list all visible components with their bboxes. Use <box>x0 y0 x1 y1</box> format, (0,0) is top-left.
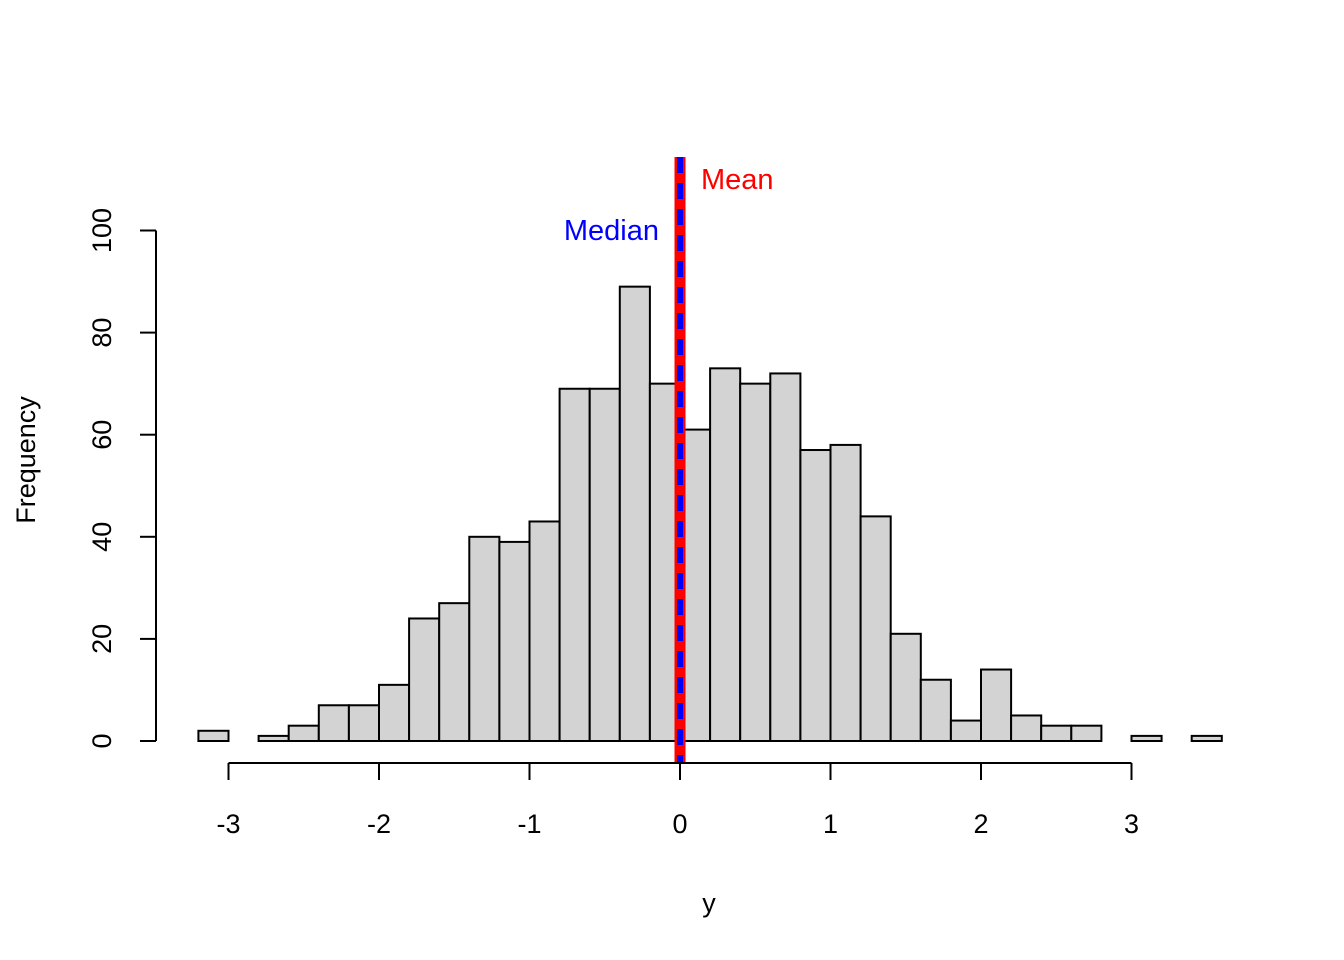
histogram-bar <box>498 540 531 743</box>
histogram-bar <box>197 729 230 742</box>
histogram-bar <box>528 520 561 742</box>
histogram-bar <box>859 515 892 742</box>
histogram-bar <box>949 719 983 743</box>
x-tick-label: 2 <box>973 809 988 839</box>
histogram-bar <box>588 387 621 742</box>
histogram-bar <box>468 535 501 742</box>
y-tick-label: 0 <box>87 733 117 748</box>
histogram-bar <box>618 285 651 742</box>
histogram-bar <box>558 387 591 742</box>
histogram-bar <box>919 678 952 742</box>
x-tick-label: 1 <box>823 809 838 839</box>
histogram-bar <box>317 704 350 743</box>
histogram-bar <box>378 683 411 742</box>
y-tick-label: 40 <box>87 522 117 552</box>
histogram-bar <box>438 602 471 742</box>
histogram-bar <box>1190 734 1223 743</box>
histogram-bar <box>1040 724 1073 742</box>
x-axis-title: y <box>702 888 716 918</box>
y-tick-label: 60 <box>87 420 117 450</box>
histogram-bar <box>889 632 922 742</box>
y-tick-label: 100 <box>87 208 117 253</box>
histogram-bar <box>347 704 380 743</box>
median-label: Median <box>564 215 659 247</box>
x-tick-label: -2 <box>367 809 391 839</box>
histogram-bar <box>980 668 1013 743</box>
x-tick-label: 0 <box>672 809 687 839</box>
x-tick-label: -3 <box>216 809 240 839</box>
histogram-bars <box>197 285 1223 743</box>
histogram-bar <box>1130 734 1163 743</box>
histogram-bar <box>829 443 862 742</box>
histogram-bar <box>739 382 772 742</box>
histogram-bar <box>1070 724 1103 742</box>
histogram-bar <box>1010 714 1043 742</box>
x-tick-label: 3 <box>1124 809 1139 839</box>
x-tick-label: -1 <box>517 809 541 839</box>
histogram-bar <box>287 724 320 742</box>
y-axis-title: Frequency <box>11 396 41 524</box>
histogram-bar <box>408 617 441 742</box>
histogram-bar <box>257 734 290 743</box>
y-axis: 0 20 40 60 80 100 <box>87 208 157 749</box>
x-axis: -3 -2 -1 0 1 2 3 <box>216 762 1139 839</box>
y-tick-label: 20 <box>87 624 117 654</box>
histogram-bar <box>709 367 742 742</box>
histogram-bar <box>799 449 832 742</box>
mean-label: Mean <box>701 164 774 196</box>
histogram-bar <box>769 372 802 742</box>
y-tick-label: 80 <box>87 318 117 348</box>
